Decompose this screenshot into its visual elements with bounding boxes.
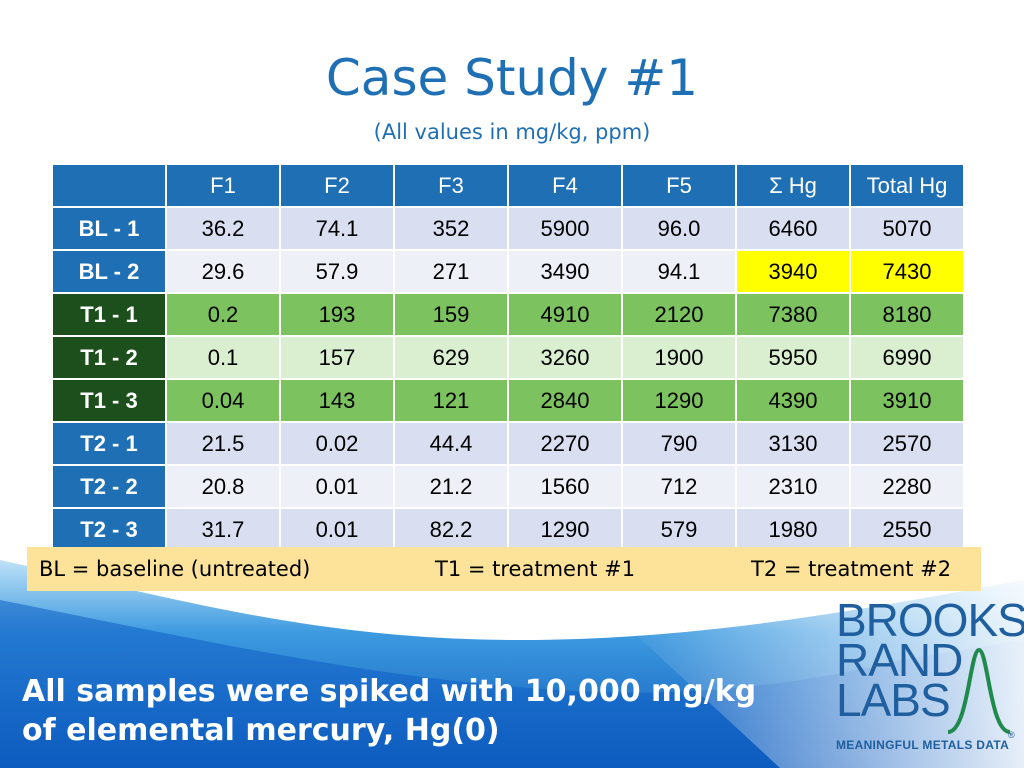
table-cell: 5900	[507, 206, 623, 251]
table-cell: 0.01	[279, 507, 395, 552]
table-cell: 2550	[849, 507, 965, 552]
column-header: F4	[507, 163, 623, 208]
table-row: T1 - 3 0.04 143 121 2840 1290 4390 3910	[51, 378, 965, 423]
table-cell: 57.9	[279, 249, 395, 294]
legend-treatment-1: T1 = treatment #1	[435, 557, 636, 581]
legend-treatment-2: T2 = treatment #2	[751, 557, 952, 581]
table-cell: 2120	[621, 292, 737, 337]
row-label: BL - 1	[51, 206, 167, 251]
highlighted-cell: 3940	[735, 249, 851, 294]
slide-title: Case Study #1	[325, 49, 699, 107]
table-cell: 2570	[849, 421, 965, 466]
table-cell: 0.1	[165, 335, 281, 380]
results-table: F1 F2 F3 F4 F5 Σ Hg Total Hg BL - 1 36.2…	[51, 163, 965, 552]
row-label: T1 - 3	[51, 378, 167, 423]
note-line-2: of elemental mercury, Hg(0)	[22, 713, 500, 748]
logo-line-2: RAND	[836, 634, 963, 686]
table-cell: 21.5	[165, 421, 281, 466]
table-row: T2 - 1 21.5 0.02 44.4 2270 790 3130 2570	[51, 421, 965, 466]
brooks-rand-labs-logo: BROOKS RAND LABS MEANINGFUL METALS DATA …	[836, 597, 1024, 758]
table-cell: 0.04	[165, 378, 281, 423]
table-cell: 5950	[735, 335, 851, 380]
table-cell: 96.0	[621, 206, 737, 251]
table-cell: 1290	[507, 507, 623, 552]
table-cell: 5070	[849, 206, 965, 251]
column-header: F5	[621, 163, 737, 208]
table-cell: 36.2	[165, 206, 281, 251]
logo-tagline: MEANINGFUL METALS DATA	[836, 738, 1010, 752]
column-header: Σ Hg	[735, 163, 851, 208]
slide-subtitle: (All values in mg/kg, ppm)	[373, 120, 651, 144]
row-label: T2 - 1	[51, 421, 167, 466]
table-cell: 712	[621, 464, 737, 509]
table-row: T2 - 3 31.7 0.01 82.2 1290 579 1980 2550	[51, 507, 965, 552]
table-row: BL - 1 36.2 74.1 352 5900 96.0 6460 5070	[51, 206, 965, 251]
abbreviation-legend: BL = baseline (untreated) T1 = treatment…	[27, 547, 981, 591]
table-row: T2 - 2 20.8 0.01 21.2 1560 712 2310 2280	[51, 464, 965, 509]
row-label: T1 - 2	[51, 335, 167, 380]
table-cell: 143	[279, 378, 395, 423]
table-cell: 4910	[507, 292, 623, 337]
table-cell: 74.1	[279, 206, 395, 251]
table-cell: 121	[393, 378, 509, 423]
table-cell: 31.7	[165, 507, 281, 552]
spike-note: All samples were spiked with 10,000 mg/k…	[22, 672, 782, 750]
table-cell: 6460	[735, 206, 851, 251]
table-cell: 2840	[507, 378, 623, 423]
table-cell: 3130	[735, 421, 851, 466]
row-label: BL - 2	[51, 249, 167, 294]
table-cell: 7380	[735, 292, 851, 337]
table-cell: 94.1	[621, 249, 737, 294]
legend-baseline: BL = baseline (untreated)	[39, 557, 311, 581]
row-label: T1 - 1	[51, 292, 167, 337]
table-cell: 1560	[507, 464, 623, 509]
table-cell: 0.02	[279, 421, 395, 466]
table-row: T1 - 1 0.2 193 159 4910 2120 7380 8180	[51, 292, 965, 337]
table-cell: 29.6	[165, 249, 281, 294]
corner-cell	[51, 163, 167, 208]
row-label: T2 - 3	[51, 507, 167, 552]
table-cell: 193	[279, 292, 395, 337]
highlighted-cell: 7430	[849, 249, 965, 294]
table-cell: 352	[393, 206, 509, 251]
table-cell: 82.2	[393, 507, 509, 552]
table-cell: 44.4	[393, 421, 509, 466]
table-cell: 629	[393, 335, 509, 380]
table-cell: 157	[279, 335, 395, 380]
table-cell: 579	[621, 507, 737, 552]
row-label: T2 - 2	[51, 464, 167, 509]
table-cell: 2270	[507, 421, 623, 466]
table-cell: 790	[621, 421, 737, 466]
table-cell: 0.01	[279, 464, 395, 509]
column-header: F3	[393, 163, 509, 208]
table-cell: 2310	[735, 464, 851, 509]
logo-line-3: LABS	[836, 674, 951, 726]
table-row: T1 - 2 0.1 157 629 3260 1900 5950 6990	[51, 335, 965, 380]
note-line-1: All samples were spiked with 10,000 mg/k…	[22, 674, 757, 709]
table-cell: 1980	[735, 507, 851, 552]
logo-line-1: BROOKS	[836, 594, 1024, 646]
table-cell: 6990	[849, 335, 965, 380]
table-cell: 0.2	[165, 292, 281, 337]
table-cell: 3260	[507, 335, 623, 380]
table-cell: 21.2	[393, 464, 509, 509]
table-cell: 20.8	[165, 464, 281, 509]
table-header-row: F1 F2 F3 F4 F5 Σ Hg Total Hg	[51, 163, 965, 208]
table-cell: 3490	[507, 249, 623, 294]
table-cell: 8180	[849, 292, 965, 337]
table-row: BL - 2 29.6 57.9 271 3490 94.1 3940 7430	[51, 249, 965, 294]
column-header: Total Hg	[849, 163, 965, 208]
registered-mark: ®	[1008, 730, 1015, 740]
table-cell: 159	[393, 292, 509, 337]
column-header: F2	[279, 163, 395, 208]
table-cell: 2280	[849, 464, 965, 509]
peak-curve-icon	[947, 647, 1011, 734]
table-cell: 1290	[621, 378, 737, 423]
table-cell: 1900	[621, 335, 737, 380]
table-cell: 3910	[849, 378, 965, 423]
table-cell: 4390	[735, 378, 851, 423]
column-header: F1	[165, 163, 281, 208]
table-cell: 271	[393, 249, 509, 294]
